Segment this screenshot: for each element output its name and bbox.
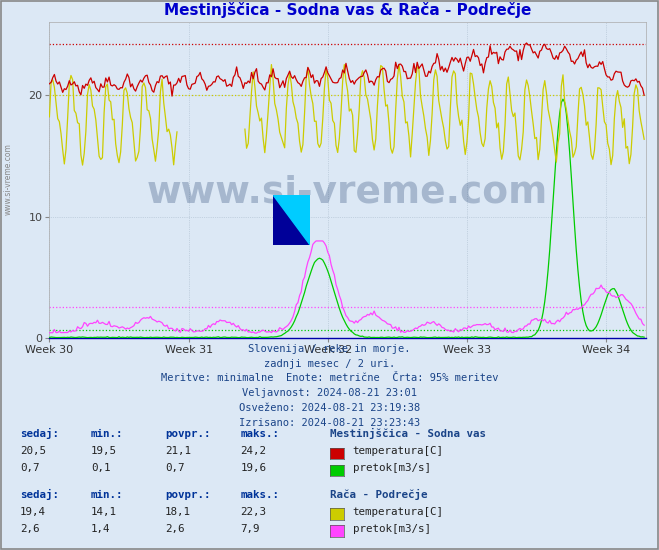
Title: Mestinjščica - Sodna vas & Rača - Podrečje: Mestinjščica - Sodna vas & Rača - Podreč… [164, 2, 531, 18]
Text: sedaj:: sedaj: [20, 489, 59, 500]
Text: pretok[m3/s]: pretok[m3/s] [353, 524, 430, 534]
Text: sedaj:: sedaj: [20, 428, 59, 439]
Text: 1,4: 1,4 [91, 524, 111, 534]
Text: 24,2: 24,2 [241, 446, 266, 456]
Text: 19,6: 19,6 [241, 463, 266, 474]
Text: 14,1: 14,1 [91, 507, 117, 517]
Text: maks.:: maks.: [241, 429, 279, 439]
Text: Izrisano: 2024-08-21 23:23:43: Izrisano: 2024-08-21 23:23:43 [239, 418, 420, 428]
Text: 0,7: 0,7 [20, 463, 40, 474]
Text: www.si-vreme.com: www.si-vreme.com [147, 175, 548, 211]
Text: Meritve: minimalne  Enote: metrične  Črta: 95% meritev: Meritve: minimalne Enote: metrične Črta:… [161, 373, 498, 383]
Polygon shape [273, 195, 310, 245]
Text: maks.:: maks.: [241, 490, 279, 500]
Text: povpr.:: povpr.: [165, 490, 210, 500]
Text: 22,3: 22,3 [241, 507, 266, 517]
Text: Mestinjščica - Sodna vas: Mestinjščica - Sodna vas [330, 428, 486, 439]
Text: min.:: min.: [91, 490, 123, 500]
Text: 21,1: 21,1 [165, 446, 190, 456]
Text: min.:: min.: [91, 429, 123, 439]
Text: 0,1: 0,1 [91, 463, 111, 474]
Text: 18,1: 18,1 [165, 507, 190, 517]
Text: Veljavnost: 2024-08-21 23:01: Veljavnost: 2024-08-21 23:01 [242, 388, 417, 398]
Text: Slovenija / reke in morje.: Slovenija / reke in morje. [248, 344, 411, 354]
Text: povpr.:: povpr.: [165, 429, 210, 439]
Text: 19,5: 19,5 [91, 446, 117, 456]
Polygon shape [273, 195, 310, 245]
Text: Osveženo: 2024-08-21 23:19:38: Osveženo: 2024-08-21 23:19:38 [239, 403, 420, 413]
Text: 7,9: 7,9 [241, 524, 260, 534]
Text: 0,7: 0,7 [165, 463, 185, 474]
Text: 2,6: 2,6 [20, 524, 40, 534]
Text: www.si-vreme.com: www.si-vreme.com [4, 143, 13, 214]
Text: temperatura[C]: temperatura[C] [353, 446, 444, 456]
Text: temperatura[C]: temperatura[C] [353, 507, 444, 517]
Text: zadnji mesec / 2 uri.: zadnji mesec / 2 uri. [264, 359, 395, 369]
Text: 2,6: 2,6 [165, 524, 185, 534]
Text: Rača - Podrečje: Rača - Podrečje [330, 489, 427, 500]
Text: pretok[m3/s]: pretok[m3/s] [353, 463, 430, 474]
Text: 20,5: 20,5 [20, 446, 45, 456]
Text: 19,4: 19,4 [20, 507, 45, 517]
